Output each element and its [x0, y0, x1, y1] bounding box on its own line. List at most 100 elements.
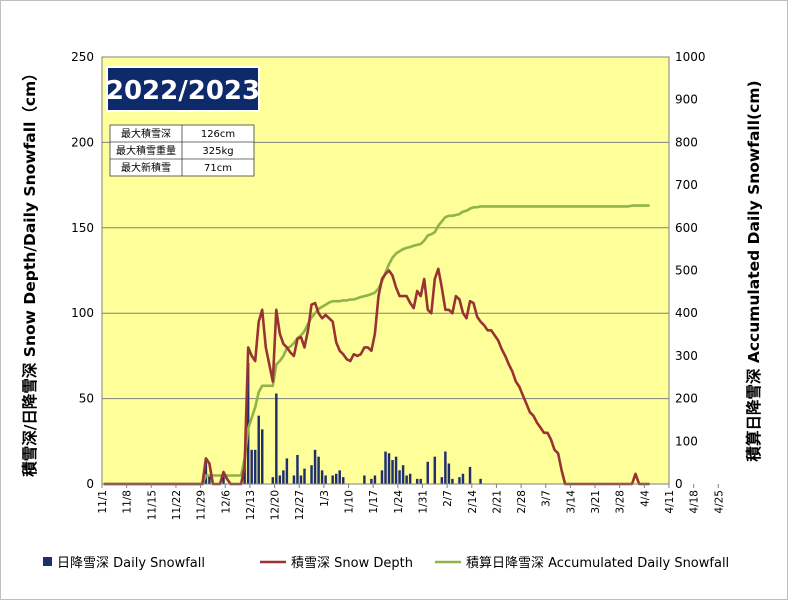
x-tick-label: 1/31 [417, 490, 429, 514]
snowfall-bar [275, 393, 278, 484]
x-tick-label: 3/7 [541, 490, 553, 507]
legend-accumulated: 積算日降雪深 Accumulated Daily Snowfall [435, 556, 729, 571]
snowfall-bar [387, 453, 391, 484]
snowfall-bar [444, 451, 447, 484]
legend: 日降雪深 Daily Snowfall 積雪深 Snow Depth 積算日降雪深 … [43, 556, 729, 571]
snowfall-bar [299, 475, 303, 484]
snowfall-bar [296, 454, 299, 484]
snowfall-bar [461, 473, 465, 484]
snowfall-bar [320, 470, 324, 484]
x-tick-label: 4/18 [689, 490, 701, 514]
snowfall-bar [204, 458, 208, 484]
x-tick-label: 1/10 [344, 490, 356, 514]
x-tick-label: 11/22 [171, 490, 183, 520]
snowfall-bar [380, 470, 384, 484]
snowfall-bar [250, 449, 253, 484]
season-title: 2022/2023 [106, 76, 260, 106]
stat-label: 最大積雪重量 [116, 144, 176, 157]
legend-daily-snowfall: 日降雪深 Daily Snowfall [43, 556, 205, 571]
snowfall-bar [292, 475, 296, 484]
snowfall-bar [363, 475, 366, 484]
snowfall-bar [394, 456, 398, 484]
legend-label: 積雪深 Snow Depth [291, 556, 413, 571]
stat-value: 325kg [202, 146, 233, 157]
right-tick-label: 900 [675, 93, 698, 107]
legend-label: 積算日降雪深 Accumulated Daily Snowfall [466, 556, 729, 571]
daily-snowfall-bars [204, 362, 482, 484]
right-tick-label: 1000 [675, 50, 706, 64]
snowfall-bar [451, 478, 454, 484]
right-tick-label: 500 [675, 264, 698, 278]
snowfall-bar [405, 475, 408, 484]
x-tick-label: 4/4 [639, 490, 651, 507]
snowfall-bar [331, 475, 334, 484]
x-tick-label: 4/25 [713, 490, 725, 514]
snowfall-bar [398, 470, 401, 484]
left-tick-labels: 0 50 100 150 200 250 [71, 50, 94, 491]
accumulated-snowfall-line [103, 204, 650, 486]
x-tick-label: 11/1 [97, 490, 109, 514]
right-tick-label: 300 [675, 349, 698, 363]
snowfall-bar [313, 449, 317, 484]
snowfall-bar [433, 456, 437, 484]
snowfall-bar [278, 475, 282, 484]
x-tick-label: 11/8 [122, 490, 134, 514]
snowfall-bar [440, 477, 444, 484]
snowfall-bar [324, 475, 327, 484]
x-tick-label: 1/17 [368, 490, 380, 514]
legend-snow-depth: 積雪深 Snow Depth [260, 556, 413, 571]
x-tick-label: 12/20 [270, 490, 282, 520]
left-tick-label: 200 [71, 135, 94, 149]
x-tick-label: 11/29 [196, 490, 208, 520]
right-axis-title: 積算日降雪深 Accumulated Daily Snowfall(cm) [744, 80, 763, 462]
x-tick-labels: 11/1 11/8 11/15 11/22 11/29 12/6 12/13 12/20 12/… [97, 484, 725, 520]
snowfall-bar [285, 458, 289, 484]
left-tick-label: 50 [79, 392, 94, 406]
stat-value: 71cm [204, 163, 232, 174]
stat-label: 最大新積雪 [121, 161, 171, 174]
series-lines [103, 204, 650, 486]
snowfall-bar [310, 465, 313, 484]
left-tick-label: 100 [71, 306, 94, 320]
snowfall-bar [342, 477, 345, 484]
left-tick-label: 0 [86, 477, 94, 491]
right-tick-label: 100 [675, 434, 698, 448]
legend-label: 日降雪深 Daily Snowfall [57, 556, 205, 571]
x-tick-label: 4/11 [664, 490, 676, 514]
right-tick-label: 800 [675, 135, 698, 149]
right-tick-labels: 0 100 200 300 400 500 600 700 800 900 1000 [675, 50, 706, 491]
right-tick-label: 400 [675, 306, 698, 320]
stat-value: 126cm [201, 129, 235, 140]
x-tick-label: 2/21 [491, 490, 503, 514]
snowfall-bar [426, 461, 429, 484]
snowfall-bar [208, 475, 211, 484]
x-tick-label: 2/28 [516, 490, 528, 514]
right-tick-label: 0 [675, 477, 683, 491]
snowfall-bar [271, 477, 275, 484]
stats-table: 最大積雪深 126cm 最大積雪重量 325kg 最大新積雪 71cm [109, 124, 255, 177]
snowfall-bar [246, 362, 250, 484]
snowfall-bar [338, 470, 341, 484]
snowfall-bar [384, 451, 387, 484]
snowfall-bar [373, 475, 377, 484]
x-tick-label: 2/7 [442, 490, 454, 507]
left-axis-title: 積雪深/日降雪深 Snow Depth/Daily Snowfall（cm） [20, 65, 39, 478]
stat-label: 最大積雪深 [121, 127, 171, 140]
x-tick-label: 3/28 [615, 490, 627, 514]
x-tick-label: 11/15 [146, 490, 158, 520]
x-tick-label: 12/27 [294, 490, 306, 520]
snowfall-bar [370, 478, 373, 484]
plot-border [101, 56, 670, 485]
left-tick-label: 250 [71, 50, 94, 64]
right-tick-label: 700 [675, 178, 698, 192]
snowfall-bar [334, 473, 338, 484]
snowfall-bar [391, 460, 394, 484]
x-tick-label: 12/6 [220, 490, 232, 514]
snowfall-bar [415, 478, 419, 484]
right-tick-label: 600 [675, 221, 698, 235]
snowfall-bar [447, 463, 451, 484]
snow-depth-line [103, 267, 650, 486]
snowfall-bar [419, 478, 422, 484]
